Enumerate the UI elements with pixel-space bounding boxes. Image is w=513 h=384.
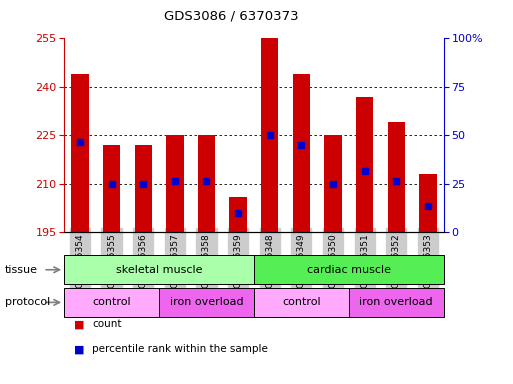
Bar (254, 288, 349, 317)
Bar (71, 74, 89, 232)
Text: control: control (282, 297, 321, 308)
Bar (64, 255, 254, 284)
Text: ■: ■ (74, 319, 85, 329)
Bar (64, 288, 159, 317)
Text: control: control (92, 297, 131, 308)
Text: protocol: protocol (5, 297, 50, 308)
Bar (198, 136, 215, 232)
Bar (419, 174, 437, 232)
Bar (324, 136, 342, 232)
Text: percentile rank within the sample: percentile rank within the sample (92, 344, 268, 354)
Bar (293, 74, 310, 232)
Bar (134, 145, 152, 232)
Bar (159, 288, 254, 317)
Bar (229, 197, 247, 232)
Text: tissue: tissue (5, 265, 38, 275)
Bar (349, 288, 444, 317)
Text: cardiac muscle: cardiac muscle (307, 265, 391, 275)
Text: iron overload: iron overload (360, 297, 433, 308)
Bar (166, 136, 184, 232)
Bar (388, 122, 405, 232)
Bar (103, 145, 120, 232)
Text: skeletal muscle: skeletal muscle (116, 265, 202, 275)
Text: iron overload: iron overload (170, 297, 243, 308)
Text: GDS3086 / 6370373: GDS3086 / 6370373 (164, 10, 298, 23)
Bar (356, 97, 373, 232)
Text: count: count (92, 319, 122, 329)
Text: ■: ■ (74, 344, 85, 354)
Bar (261, 38, 279, 232)
Bar (254, 255, 444, 284)
